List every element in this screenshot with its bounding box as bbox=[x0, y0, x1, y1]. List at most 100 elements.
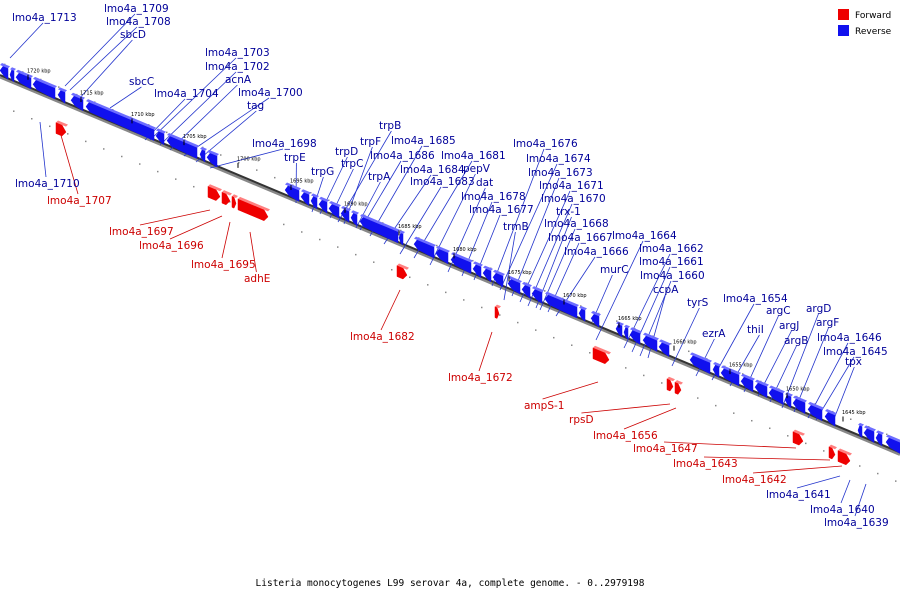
reverse-gene-label: lmo4a_1686 bbox=[370, 150, 435, 162]
gene-arrow-shade bbox=[86, 99, 156, 130]
reverse-gene-label: lmo4a_1674 bbox=[526, 153, 591, 165]
kbp-ticks: 1720 kbp 1715 kbp 1710 kbp 1705 kbp 1700 kbp… bbox=[27, 68, 866, 422]
gene-arrow-shade bbox=[825, 409, 837, 416]
reverse-gene-label: lmo4a_1671 bbox=[539, 180, 604, 192]
reverse-gene-label: lmo4a_1673 bbox=[528, 167, 593, 179]
gene-arrow-shade bbox=[360, 213, 400, 232]
reverse-gene-label: trpC bbox=[341, 158, 363, 170]
reverse-gene-label: sbcD bbox=[120, 29, 146, 41]
reverse-gene-label: trx-1 bbox=[556, 206, 581, 218]
reverse-gene-label: dat bbox=[476, 177, 493, 189]
gene-arrow-shade bbox=[864, 425, 876, 432]
reverse-gene-label: argF bbox=[816, 317, 839, 329]
forward-gene-label: lmo4a_1682 bbox=[350, 331, 415, 343]
gene-arrow-shade bbox=[643, 332, 659, 341]
gene-arrow-shade bbox=[858, 422, 864, 427]
forward-gene-label: lmo4a_1697 bbox=[109, 226, 174, 238]
kbp-label: 1665 kbp bbox=[618, 316, 642, 322]
kbp-label: 1700 kbp bbox=[237, 156, 261, 162]
kbp-label: 1645 kbp bbox=[842, 410, 866, 416]
forward-gene-arrow bbox=[237, 198, 269, 222]
gene-arrow-shade bbox=[667, 376, 675, 382]
forward-gene-label: lmo4a_1647 bbox=[633, 443, 698, 455]
reverse-gene-label: lmo4a_1662 bbox=[639, 243, 704, 255]
legend-forward-swatch bbox=[838, 9, 849, 20]
reverse-gene-label: lmo4a_1685 bbox=[391, 135, 456, 147]
reverse-gene-arrow bbox=[9, 68, 15, 83]
kbp-label: 1720 kbp bbox=[27, 68, 51, 74]
gene-arrow-shade bbox=[876, 430, 884, 435]
gene-arrow-shade bbox=[591, 310, 601, 317]
gene-arrow-shade bbox=[10, 67, 16, 71]
kbp-label: 1660 kbp bbox=[673, 339, 697, 345]
kbp-label: 1705 kbp bbox=[183, 134, 207, 140]
gene-arrow-shade bbox=[208, 184, 222, 192]
gene-arrow-shade bbox=[167, 133, 199, 148]
reverse-gene-label: trpB bbox=[379, 120, 401, 132]
gene-arrow-shade bbox=[545, 291, 579, 307]
reverse-gene-label: lmo4a_1677 bbox=[469, 204, 534, 216]
gene-arrow-shade bbox=[675, 380, 683, 385]
gene-arrow-shade bbox=[397, 263, 409, 270]
reverse-gene-label: lmo4a_1660 bbox=[640, 270, 705, 282]
gene-arrow-shade bbox=[200, 146, 207, 151]
reverse-gene-label: trpF bbox=[360, 136, 381, 148]
reverse-gene-label: lmo4a_1708 bbox=[106, 16, 171, 28]
gene-arrows bbox=[0, 63, 900, 466]
reverse-gene-label: ezrA bbox=[702, 328, 726, 340]
reverse-gene-label: lmo4a_1681 bbox=[441, 150, 506, 162]
gene-arrow-shade bbox=[713, 362, 721, 367]
reverse-gene-label: trmB bbox=[503, 221, 529, 233]
reverse-gene-label: lmo4a_1683 bbox=[410, 176, 475, 188]
forward-gene-label: lmo4a_1672 bbox=[448, 372, 513, 384]
reverse-gene-label: murC bbox=[600, 264, 629, 276]
reverse-gene-label: trpD bbox=[335, 146, 358, 158]
kbp-label: 1715 kbp bbox=[80, 91, 104, 97]
reverse-gene-label: argD bbox=[806, 303, 831, 315]
reverse-gene-label: lmo4a_1641 bbox=[766, 489, 831, 501]
label-leaders bbox=[9, 13, 867, 517]
gene-arrow-shade bbox=[319, 196, 329, 203]
reverse-gene-label: tyrS bbox=[687, 297, 709, 309]
legend-forward-label: Forward bbox=[855, 11, 891, 21]
reverse-gene-label: lmo4a_1654 bbox=[723, 293, 788, 305]
gene-arrow-shade bbox=[624, 324, 630, 329]
forward-gene-arrow bbox=[494, 306, 500, 319]
gene-arrow-shade bbox=[207, 149, 219, 157]
gene-arrow-shade bbox=[285, 182, 301, 191]
gene-arrow-shade bbox=[451, 252, 473, 263]
reverse-gene-label: lmo4a_1645 bbox=[823, 346, 888, 358]
reverse-gene-label: ccpA bbox=[653, 284, 679, 296]
reverse-gene-label: trpE bbox=[284, 152, 306, 164]
gene-arrow-shade bbox=[808, 401, 824, 410]
legend: Forward Reverse bbox=[838, 9, 892, 37]
gene-arrow-shade bbox=[616, 321, 624, 326]
gene-arrow-shade bbox=[838, 448, 852, 456]
reverse-gene-label: lmo4a_1676 bbox=[513, 138, 578, 150]
reverse-gene-label: lmo4a_1704 bbox=[154, 88, 219, 100]
reverse-gene-label: lmo4a_1666 bbox=[564, 246, 629, 258]
legend-reverse-swatch bbox=[838, 25, 849, 36]
reverse-gene-label: lmo4a_1667 bbox=[548, 232, 613, 244]
kbp-label: 1695 kbp bbox=[290, 179, 314, 185]
reverse-gene-label: lmo4a_1640 bbox=[810, 504, 875, 516]
forward-gene-label: rpsD bbox=[569, 414, 594, 426]
forward-gene-label: lmo4a_1656 bbox=[593, 430, 658, 442]
reverse-gene-label: tag bbox=[247, 100, 264, 112]
reverse-gene-label: lmo4a_1664 bbox=[612, 230, 677, 242]
gene-arrow-shade bbox=[483, 265, 493, 271]
gene-arrow-shade bbox=[16, 69, 33, 79]
reverse-gene-label: lmo4a_1646 bbox=[817, 332, 882, 344]
forward-gene-label: lmo4a_1642 bbox=[722, 474, 787, 486]
forward-gene-label: lmo4a_1696 bbox=[139, 240, 204, 252]
reverse-gene-label: lmo4a_1670 bbox=[541, 193, 606, 205]
gene-arrow-shade bbox=[593, 345, 611, 355]
reverse-gene-label: lmo4a_1698 bbox=[252, 138, 317, 150]
gene-arrow-shade bbox=[414, 236, 436, 248]
gene-arrow-shade bbox=[33, 76, 57, 89]
forward-gene-label: lmo4a_1707 bbox=[47, 195, 112, 207]
gene-arrow-shade bbox=[721, 365, 741, 375]
gene-arrow-shade bbox=[508, 276, 522, 284]
gene-arrow-shade bbox=[769, 385, 785, 394]
gene-arrow-shade bbox=[56, 120, 68, 127]
